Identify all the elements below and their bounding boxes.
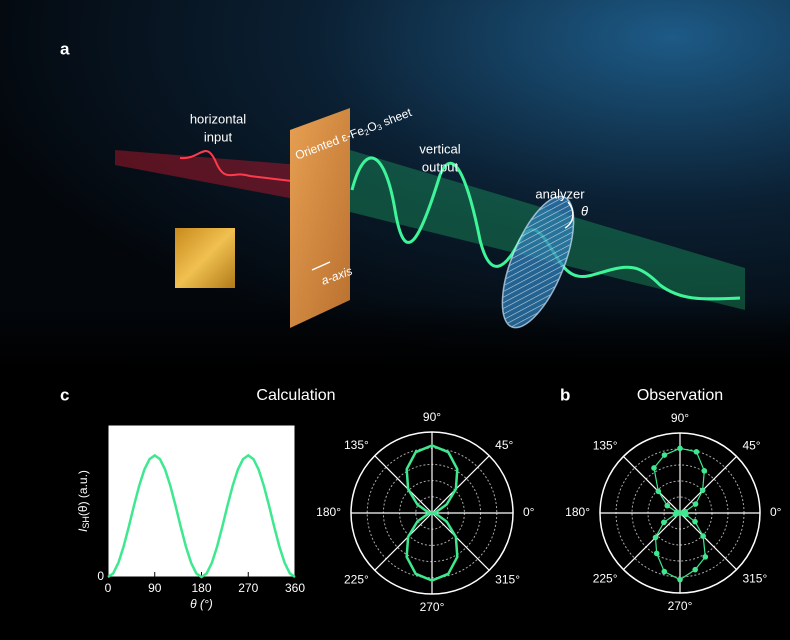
angle-label: 90°: [671, 411, 689, 425]
data-point: [664, 503, 670, 509]
x-tick-label: 360: [285, 581, 305, 595]
x-tick-label: 0: [105, 581, 112, 595]
figure: a horizontal input Oriented ε-Fe2O3 shee…: [0, 0, 790, 640]
data-point: [683, 512, 689, 518]
data-point: [692, 567, 698, 573]
panel-label: b: [560, 385, 570, 404]
data-point: [700, 533, 706, 539]
data-point: [651, 465, 657, 471]
label: vertical: [419, 141, 460, 156]
label: analyzer: [535, 186, 585, 201]
data-point: [661, 520, 667, 526]
data-point: [662, 452, 668, 458]
angle-label: 270°: [420, 600, 445, 614]
label: θ: [581, 203, 588, 218]
angle-label: 270°: [668, 599, 693, 613]
panel-title: Observation: [637, 387, 723, 404]
panel-title: Calculation: [256, 387, 335, 404]
angle-label: 180°: [565, 505, 590, 519]
angle-label: 180°: [316, 505, 341, 519]
label: input: [204, 129, 233, 144]
angle-label: 45°: [495, 438, 513, 452]
data-point: [673, 511, 679, 517]
angle-label: 90°: [423, 410, 441, 424]
x-tick-label: 90: [148, 581, 162, 595]
angle-label: 135°: [344, 438, 369, 452]
text: (θ) (a.u.): [76, 470, 90, 516]
data-point: [656, 489, 662, 495]
data-point: [700, 488, 706, 494]
x-tick-label: 270: [238, 581, 258, 595]
angle-label: 225°: [593, 572, 618, 586]
data-point: [692, 519, 698, 525]
angle-label: 315°: [495, 572, 520, 586]
data-point: [677, 577, 683, 583]
data-point: [693, 501, 699, 507]
fade: [0, 300, 790, 370]
data-point: [677, 446, 683, 452]
data-point: [661, 569, 667, 575]
data-point: [654, 551, 660, 557]
label: horizontal: [190, 111, 246, 126]
data-point: [702, 468, 708, 474]
angle-label: 0°: [770, 505, 782, 519]
data-point: [653, 535, 659, 541]
y-tick-label: 0: [97, 569, 104, 583]
angle-label: 0°: [523, 505, 535, 519]
x-tick-label: 180: [191, 581, 211, 595]
data-point: [703, 554, 709, 560]
angle-label: 45°: [742, 439, 760, 453]
text: SH: [81, 516, 91, 529]
panel-label: c: [60, 385, 69, 404]
x-axis-label: θ (°): [190, 597, 213, 611]
data-point: [694, 449, 700, 455]
angle-label: 225°: [344, 572, 369, 586]
angle-label: 135°: [593, 439, 618, 453]
panel-label: a: [60, 39, 70, 58]
label: output: [422, 159, 459, 174]
angle-label: 315°: [742, 572, 767, 586]
sample-photo: [175, 228, 235, 288]
